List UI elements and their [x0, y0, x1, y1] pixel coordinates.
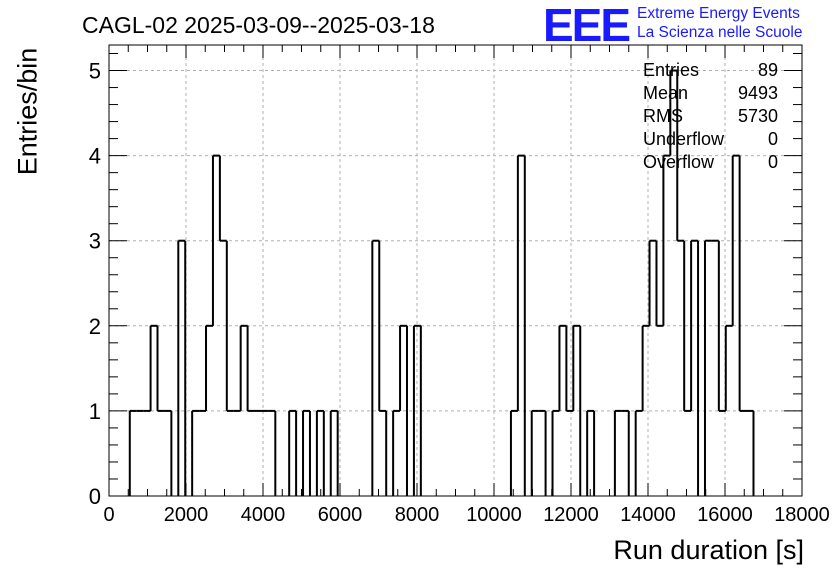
x-tick-label: 2000	[164, 504, 209, 526]
x-tick-label: 4000	[241, 504, 286, 526]
chart-title: CAGL-02 2025-03-09--2025-03-18	[82, 12, 435, 38]
x-tick-label: 8000	[395, 504, 440, 526]
axes: 0 2000 4000 6000 8000 10000 12000 14000 16000 180…	[89, 44, 830, 526]
stat-entries-label: Entries	[643, 60, 700, 80]
stat-overflow-value: 0	[767, 152, 778, 172]
stat-mean-label: Mean	[643, 83, 689, 103]
logo-line-2: La Scienza nelle Scuole	[637, 24, 803, 41]
y-tick-label: 4	[89, 144, 101, 169]
y-axis-label: Entries/bin	[12, 47, 43, 176]
stat-overflow-label: Overflow	[643, 152, 715, 172]
y-tick-label: 5	[89, 59, 101, 84]
stat-underflow-value: 0	[767, 129, 778, 149]
y-tick-label: 2	[89, 314, 101, 339]
x-axis-label: Run duration [s]	[613, 535, 804, 565]
stat-entries-value: 89	[757, 60, 778, 80]
logo-line-1: Extreme Energy Events	[637, 5, 800, 22]
y-tick-label: 1	[89, 399, 101, 424]
x-tick-label: 12000	[543, 504, 599, 526]
x-tick-label: 6000	[318, 504, 363, 526]
stat-mean-value: 9493	[737, 83, 778, 103]
x-tick-label: 14000	[620, 504, 676, 526]
y-tick-label: 3	[89, 229, 101, 254]
x-tick-label: 16000	[697, 504, 753, 526]
x-tick-label: 18000	[774, 504, 830, 526]
stat-rms-value: 5730	[737, 106, 778, 126]
y-tick-label: 0	[89, 484, 101, 509]
stat-underflow-label: Underflow	[643, 129, 725, 149]
histogram-bars	[128, 69, 755, 496]
x-tick-label: 10000	[466, 504, 522, 526]
x-tick-label: 0	[103, 504, 114, 526]
stat-rms-label: RMS	[643, 106, 683, 126]
eee-logo: EEE	[543, 0, 631, 51]
